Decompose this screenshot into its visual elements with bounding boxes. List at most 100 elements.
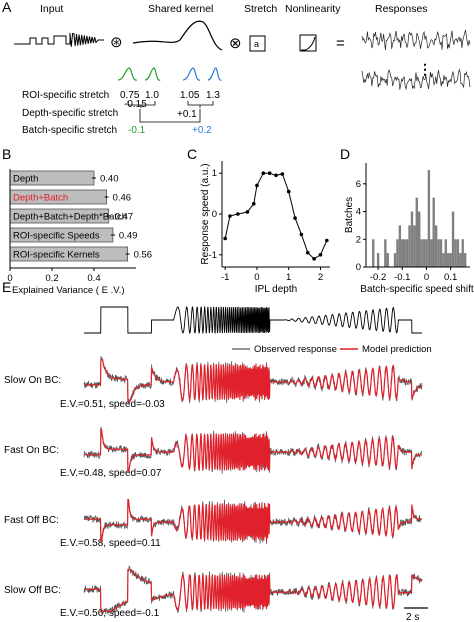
data-point-12 (293, 216, 297, 220)
panel-label-c: C (187, 146, 197, 162)
response-trace-path (361, 29, 471, 51)
x-axis-label: Batch-specific speed shift (360, 284, 474, 295)
hist-bar-12 (410, 211, 414, 267)
response-trace-path (361, 68, 471, 90)
hist-bar-30 (454, 239, 457, 267)
model-prediction-path (84, 499, 422, 542)
cell-label-fast-on: Fast On BC: (4, 445, 59, 456)
hist-bar-4 (386, 253, 389, 267)
observed-response-path (83, 356, 423, 405)
bar-value-label-2: 0.46 (113, 193, 132, 204)
cell-stats-slow-off: E.V.=0.56, speed=-0.1 (60, 608, 160, 619)
hist-bar-1 (372, 239, 375, 267)
input-stimulus-path (14, 32, 104, 47)
stretch-box-icon (249, 35, 266, 52)
batch-value-1: -0.1 (128, 125, 146, 136)
series-line (224, 172, 328, 260)
x-tick-label-2: 0.2 (45, 273, 58, 284)
data-point-3 (236, 212, 240, 216)
chirp-stimulus-trace (84, 305, 422, 335)
hist-bar-24 (439, 239, 443, 267)
trace-slow-off-bc (83, 564, 423, 615)
hist-bar-14 (415, 197, 418, 267)
data-point-9 (274, 173, 278, 178)
data-point-11 (286, 189, 291, 194)
panel-label-d: D (340, 146, 350, 162)
y-tick-label-2: 2 (356, 234, 361, 245)
hist-bar-9 (403, 239, 406, 267)
panel-label-b: B (2, 146, 11, 162)
stretch-box-label: a (254, 39, 259, 49)
x-tick-label-2: 0 (254, 272, 259, 283)
bar-category-label-2: Depth+Batch (13, 193, 68, 204)
panel-label-e: E (2, 279, 11, 295)
label-shared-kernel: Shared kernel (148, 3, 213, 15)
x-tick-label-1: -0.2 (370, 272, 386, 283)
x-axis-label: IPL depth (255, 284, 297, 295)
hist-bar-3 (384, 239, 387, 267)
convolution-operator-icon: ⊛ (110, 34, 123, 51)
depth-value-1: -0.15 (124, 99, 147, 110)
row-label-roi: ROI-specific stretch (22, 90, 109, 101)
x-axis-label: Explained Variance ( E .V.) (12, 285, 124, 296)
row-label-depth: Depth-specific stretch (22, 108, 118, 119)
hist-bar-22 (434, 225, 438, 267)
shared-kernel-curve-icon (132, 20, 223, 51)
data-point-5 (251, 202, 256, 206)
hist-bar-8 (401, 239, 404, 267)
equals-operator-icon: = (336, 35, 345, 52)
model-prediction-path (84, 569, 423, 612)
roi-value-1: 0.75 (120, 90, 140, 101)
input-stimulus-icon (14, 32, 104, 47)
bar-category-label-5: ROI-specific Kernels (13, 250, 100, 261)
bar-category-label-4: ROI-specific Speeds (13, 231, 100, 242)
batch-value-2: +0.2 (192, 125, 212, 136)
bar-category-label-3: Depth+Batch+Depth*Batch (13, 212, 127, 223)
mini-kernel-icon (207, 67, 222, 81)
legend-observed-label: Observed response (254, 344, 337, 355)
hist-bar-23 (437, 239, 440, 267)
label-stretch: Stretch (244, 3, 277, 15)
hist-bar-18 (425, 239, 428, 267)
data-point-14 (305, 250, 310, 255)
trace-slow-on-bc (83, 356, 423, 405)
roi-value-4: 1.3 (206, 90, 220, 101)
x-tick-label-4: 0.1 (444, 272, 457, 283)
data-point-7 (261, 171, 266, 176)
trace-fast-off-bc (83, 498, 423, 545)
stimulus-path (84, 305, 422, 335)
x-tick-label-1: 0 (7, 273, 12, 284)
hist-bar-13 (413, 225, 416, 267)
hist-bar-19 (427, 169, 431, 267)
mini-kernel-icon (182, 67, 201, 81)
hist-bar-10 (405, 239, 409, 267)
bracket-batch (139, 109, 201, 123)
hist-bar-34 (463, 253, 467, 267)
mini-kernel-icon (117, 67, 138, 81)
panel-label-a: A (2, 0, 12, 15)
observed-response-path (83, 498, 423, 545)
ellipsis-icon: ⋮ (418, 61, 432, 77)
cell-stats-fast-off: E.V.=0.58, speed=0.11 (60, 538, 161, 549)
data-point-6 (255, 183, 259, 188)
scale-bar-label: 2 s (406, 612, 419, 622)
label-nonlinearity: Nonlinearity (285, 3, 341, 15)
hist-bar-20 (430, 239, 433, 267)
data-point-8 (267, 171, 272, 176)
x-tick-label-3: 1 (286, 272, 291, 283)
response-speed-line-chart: -1 0 1 -1 0 1 2 IPL depth Response speed (a.u.) (200, 161, 330, 295)
data-point-2 (228, 214, 232, 218)
x-tick-label-4: 2 (318, 272, 323, 283)
response-trace-bottom (361, 68, 471, 90)
y-tick-label-3: 4 (356, 207, 361, 218)
x-tick-label-3: 0.4 (87, 273, 100, 284)
hist-bar-28 (449, 253, 452, 267)
hist-bar-2 (376, 253, 380, 267)
bar-value-label-5: 0.56 (134, 250, 153, 261)
hist-bar-6 (396, 239, 399, 267)
hist-bar-11 (408, 225, 411, 267)
roi-value-3: 1.05 (180, 90, 200, 101)
y-axis-label: Response speed (a.u.) (200, 163, 211, 264)
data-point-1 (223, 236, 227, 241)
